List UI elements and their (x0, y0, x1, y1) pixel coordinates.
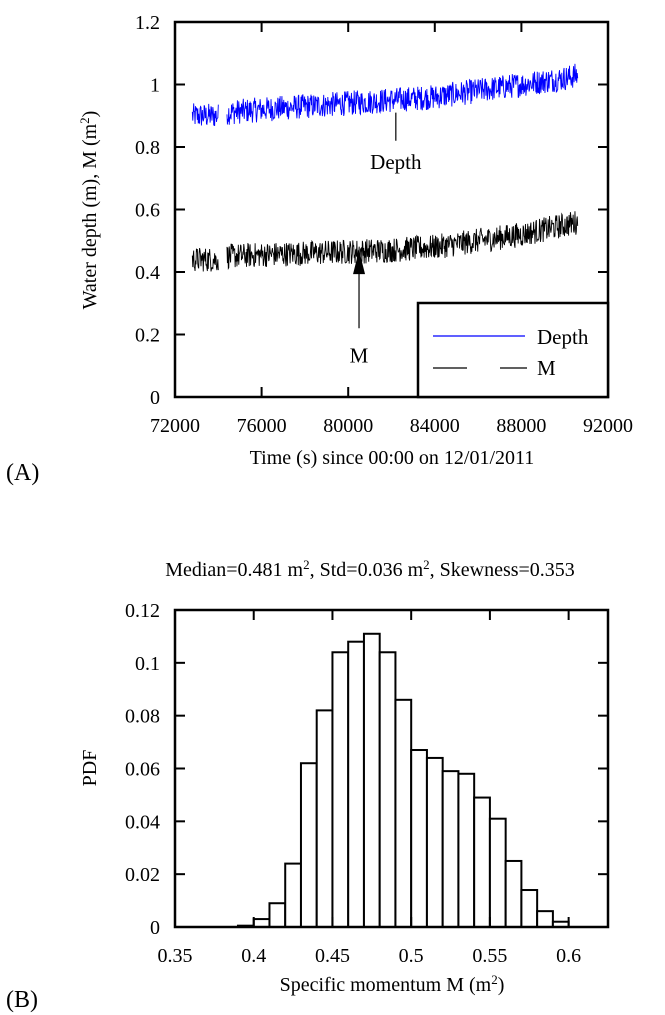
histogram-bar (284, 862, 302, 928)
panel-a-ticks: 72000 76000 80000 84000 88000 92000 0 0.2 0.4 0.6… (135, 12, 633, 437)
legend-m-label: M (537, 356, 556, 380)
y-tick-label: 0.6 (135, 200, 160, 222)
y-tick-label: 0 (150, 917, 160, 939)
histogram-bar (488, 817, 507, 928)
panel-b-x-axis-title: Specific momentum M (m2) (280, 972, 505, 997)
series-depth-segment-2 (226, 63, 579, 125)
histogram-bar (347, 640, 365, 928)
x-tick-label: 0.55 (472, 945, 507, 967)
y-tick-label: 0.4 (135, 262, 160, 284)
panel-b-histogram: Median=0.481 m2, Std=0.036 m2, Skewness=… (6, 557, 610, 1013)
histogram-bar (299, 762, 318, 928)
histogram-bar (394, 698, 413, 928)
histogram-bar (362, 632, 381, 929)
panel-a-label: (A) (6, 460, 39, 486)
panel-a-legend: Depth M (416, 301, 610, 399)
y-tick-label: 0.12 (125, 600, 160, 622)
y-tick-label: 1 (150, 75, 160, 97)
histogram-bar (457, 772, 476, 929)
annotation-arrowhead-m (353, 250, 366, 275)
annotation-label-depth: Depth (370, 150, 422, 174)
histogram-bar (441, 770, 460, 929)
y-tick-label: 0 (150, 387, 160, 409)
x-tick-label: 0.6 (556, 945, 581, 967)
histogram-bar (504, 859, 523, 929)
y-tick-label: 0.8 (135, 137, 160, 159)
histogram-bar (268, 902, 287, 928)
y-tick-label: 0.2 (135, 325, 160, 347)
panel-b-y-axis-title: PDF (79, 750, 101, 787)
panel-b-title: Median=0.481 m2, Std=0.036 m2, Skewness=… (165, 557, 575, 582)
histogram-bar (378, 651, 397, 929)
x-tick-label: 76000 (237, 415, 287, 437)
y-tick-label: 0.06 (125, 759, 160, 781)
histogram-bar (520, 889, 539, 929)
x-tick-label: 84000 (410, 415, 460, 437)
panel-b-label: (B) (6, 987, 38, 1013)
x-tick-label: 0.35 (158, 945, 193, 967)
panel-a-series-layer (191, 63, 579, 272)
x-tick-label: 92000 (583, 415, 633, 437)
y-tick-label: 1.2 (135, 12, 160, 34)
panel-a-time-series: 72000 76000 80000 84000 88000 92000 0 0.2 0.4 0.6… (6, 12, 633, 486)
x-tick-label: 0.45 (315, 945, 350, 967)
histogram-bar (315, 709, 334, 928)
series-m-segment-2 (226, 211, 579, 270)
panel-b-ticks: 0.35 0.4 0.45 0.5 0.55 0.6 0 0.02 0.04 0.06 0.08 0.… (125, 600, 608, 967)
series-depth-segment-1 (191, 103, 219, 126)
histogram-bar (331, 651, 350, 929)
histogram-bar (536, 910, 554, 929)
panel-a-y-axis-title: Water depth (m), M (m2) (77, 111, 102, 310)
series-m-segment-1 (191, 247, 219, 272)
x-tick-label: 72000 (150, 415, 200, 437)
x-tick-label: 0.5 (399, 945, 424, 967)
y-tick-label: 0.1 (135, 653, 160, 675)
x-tick-label: 88000 (496, 415, 546, 437)
histogram-bar (473, 796, 491, 928)
y-tick-label: 0.02 (125, 864, 160, 886)
y-tick-label: 0.04 (125, 811, 160, 833)
histogram-bar (410, 749, 428, 929)
panel-a-annotations: Depth M (350, 112, 422, 368)
legend-box (416, 301, 610, 399)
y-tick-label: 0.08 (125, 706, 160, 728)
histogram-bar (425, 756, 444, 928)
legend-depth-label: Depth (537, 325, 589, 349)
panel-a-x-axis-title: Time (s) since 00:00 on 12/01/2011 (250, 447, 535, 469)
panel-b-bars (236, 632, 570, 929)
x-tick-label: 0.4 (241, 945, 266, 967)
annotation-label-m: M (350, 344, 369, 368)
x-tick-label: 80000 (323, 415, 373, 437)
